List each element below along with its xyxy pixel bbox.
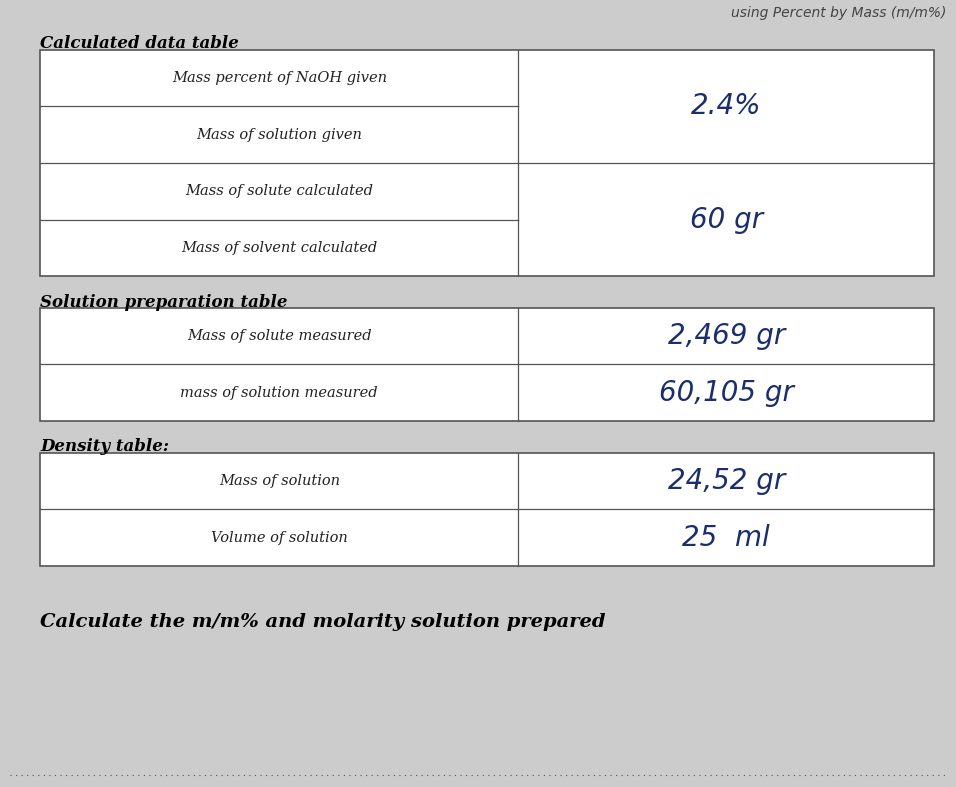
Text: Volume of solution: Volume of solution (211, 530, 348, 545)
Text: 2,469 gr: 2,469 gr (667, 322, 785, 350)
Text: Calculate the m/m% and molarity solution prepared: Calculate the m/m% and molarity solution… (40, 613, 606, 631)
Text: Mass of solute calculated: Mass of solute calculated (185, 184, 373, 198)
Text: 60 gr: 60 gr (689, 205, 763, 234)
Text: Solution preparation table: Solution preparation table (40, 294, 288, 311)
Text: Calculated data table: Calculated data table (40, 35, 239, 53)
Text: mass of solution measured: mass of solution measured (181, 386, 378, 400)
Text: Density table:: Density table: (40, 438, 169, 456)
Text: 24,52 gr: 24,52 gr (667, 467, 785, 495)
Text: Mass of solvent calculated: Mass of solvent calculated (181, 241, 378, 255)
Text: 25  ml: 25 ml (683, 523, 771, 552)
Text: 2.4%: 2.4% (691, 92, 761, 120)
Text: Mass percent of NaOH given: Mass percent of NaOH given (172, 71, 387, 85)
Text: Mass of solute measured: Mass of solute measured (187, 329, 372, 343)
Text: 60,105 gr: 60,105 gr (659, 379, 793, 407)
Text: Mass of solution given: Mass of solution given (196, 127, 362, 142)
Text: Mass of solution: Mass of solution (219, 474, 339, 488)
Text: using Percent by Mass (m/m%): using Percent by Mass (m/m%) (731, 6, 946, 20)
